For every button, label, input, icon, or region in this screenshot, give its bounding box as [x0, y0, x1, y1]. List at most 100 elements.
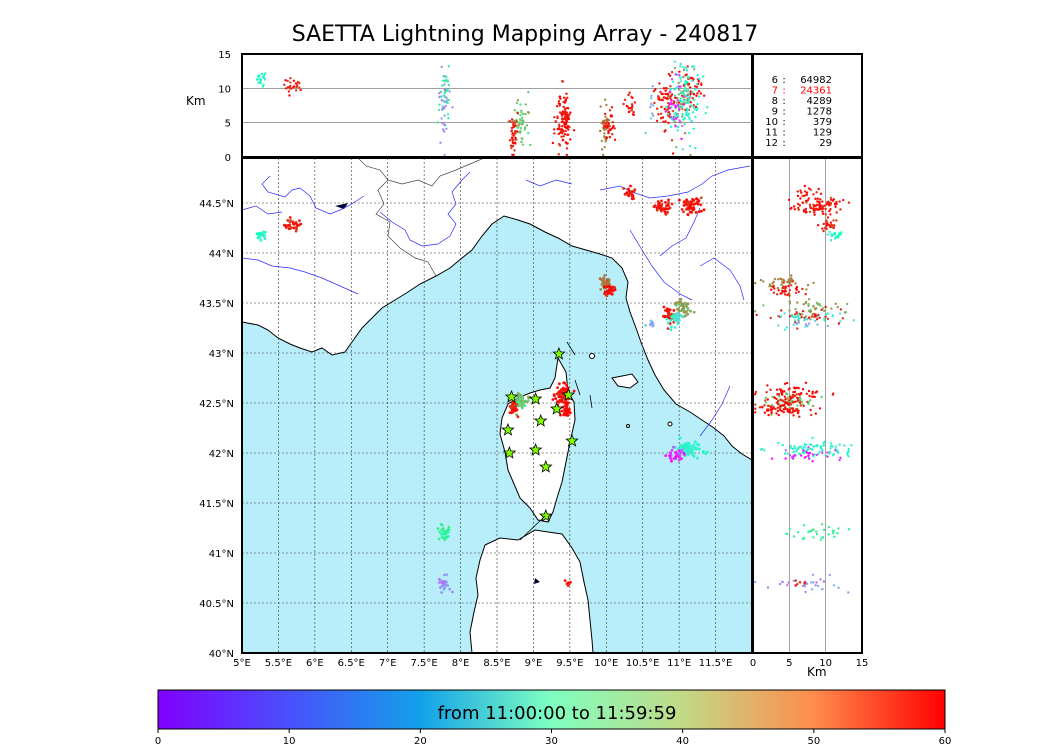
strike-altitude-point [611, 133, 614, 136]
strike-point [664, 213, 668, 216]
strike-altitude-point [568, 125, 571, 129]
strike-altitude-point [673, 60, 676, 63]
strike-altitude-point [630, 109, 634, 112]
station-count-value: 129 [813, 128, 832, 139]
strike-point [565, 401, 569, 405]
lon-tick-label: 8.5°E [483, 658, 510, 669]
strike-side-point [777, 289, 780, 292]
strike-side-point [776, 400, 780, 403]
strike-side-point [843, 311, 847, 314]
strike-altitude-point [679, 65, 682, 68]
strike-altitude-point [608, 109, 612, 112]
station-star [549, 401, 564, 415]
lon-tick-label: 8°E [452, 658, 470, 669]
strike-side-point [838, 232, 841, 235]
strike-side-point [792, 535, 796, 538]
station-count-stations: 12 [765, 138, 778, 149]
strike-side-point [816, 315, 820, 318]
station-count-separator: : [782, 75, 785, 86]
strike-side-point [766, 409, 769, 412]
strike-side-point [832, 584, 836, 587]
strike-altitude-point [563, 110, 567, 114]
strike-point [448, 587, 451, 591]
strike-side-point [782, 286, 785, 289]
strike-altitude-point [607, 131, 610, 134]
strike-side-point [791, 279, 795, 283]
strike-altitude-point [445, 99, 449, 102]
strike-altitude-point [666, 97, 669, 100]
strike-altitude-point [438, 103, 441, 106]
strike-point [693, 446, 696, 449]
strike-altitude-point [564, 99, 567, 102]
strike-side-point [809, 206, 813, 210]
strike-point [556, 386, 559, 389]
strike-side-point [754, 393, 757, 396]
strike-side-point [759, 278, 763, 282]
strike-altitude-point [514, 124, 517, 127]
lon-tick-label: 6.5°E [338, 658, 365, 669]
strike-altitude-point [667, 113, 670, 116]
strike-point [657, 202, 660, 206]
strike-point [516, 395, 520, 398]
strike-side-point [818, 407, 822, 410]
rivers [242, 165, 751, 437]
lat-tick-label: 42.5°N [199, 399, 234, 410]
strike-side-point [811, 460, 814, 463]
strike-point [666, 321, 670, 325]
strike-altitude-point [669, 88, 672, 91]
strike-altitude-point [558, 95, 562, 98]
strike-altitude-point [630, 106, 634, 110]
strike-point [679, 300, 682, 304]
strike-point [673, 326, 677, 329]
strike-side-point [781, 580, 784, 584]
strike-point [686, 302, 690, 306]
strike-point [605, 294, 609, 298]
strike-side-point [828, 209, 831, 213]
strike-side-point [794, 408, 798, 411]
strike-altitude-point [695, 82, 698, 86]
strike-side-point [824, 315, 827, 318]
strike-altitude-point [561, 138, 564, 141]
strike-side-point [766, 384, 769, 387]
strike-altitude-point [672, 80, 675, 84]
strike-point [286, 224, 290, 227]
strike-point [685, 313, 689, 316]
strike-altitude-point [689, 76, 692, 80]
strike-point [558, 399, 561, 402]
strike-altitude-point [692, 127, 696, 130]
strike-altitude-point [511, 121, 514, 124]
strike-altitude-point [448, 90, 451, 93]
strike-altitude-point [292, 79, 296, 83]
strike-side-point [769, 388, 772, 391]
strike-side-point [831, 224, 834, 227]
station-star [528, 391, 543, 405]
borders [357, 158, 485, 277]
side-altitude-panel [752, 157, 863, 654]
strike-altitude-point [606, 126, 609, 129]
strike-altitude-point [667, 94, 670, 98]
strike-altitude-point [691, 111, 694, 114]
strike-side-point [777, 314, 780, 318]
strike-side-point [823, 440, 826, 443]
strike-point [288, 216, 292, 219]
strike-altitude-point [561, 110, 565, 113]
strike-point [699, 203, 703, 207]
strike-altitude-point [680, 105, 683, 108]
strike-point [697, 210, 701, 214]
strike-side-point [798, 204, 801, 207]
strike-side-point [838, 443, 841, 446]
strike-point [257, 234, 261, 238]
strike-side-point [802, 446, 806, 449]
strike-point [442, 587, 446, 591]
strike-side-point [782, 411, 785, 414]
strike-altitude-point [682, 89, 685, 93]
strike-altitude-point [685, 73, 688, 76]
strike-point [678, 318, 681, 322]
strike-altitude-point [515, 101, 519, 105]
strike-altitude-point [511, 139, 514, 142]
strike-point [633, 188, 637, 192]
strike-side-point [838, 200, 841, 203]
colorbar-tick-label: 20 [414, 736, 427, 747]
strike-side-point [773, 287, 776, 290]
strike-altitude-point [510, 118, 514, 121]
